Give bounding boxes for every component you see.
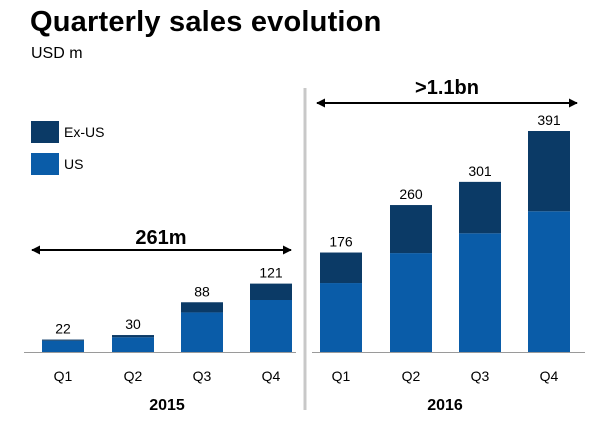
data-label-5: 260 (399, 186, 423, 202)
bar-ex-us-3 (250, 283, 292, 300)
chart-axis: Q1 Q2 Q3 Q4 Q1 Q2 Q3 Q4 2015 2016 (24, 88, 585, 414)
bar-us-3 (250, 300, 292, 352)
bar-ex-us-2 (181, 302, 223, 313)
bar-us-1 (112, 337, 154, 352)
bar-us-0 (42, 340, 84, 352)
x-tick-label-3: Q4 (262, 368, 281, 384)
data-label-6: 301 (468, 163, 492, 179)
chart-legend: Ex-US US (31, 121, 104, 175)
x-tick-label-6: Q3 (471, 368, 490, 384)
chart-bars: 22 30 88 121 176 260 301 391 (42, 112, 570, 352)
x-tick-label-4: Q1 (332, 368, 351, 384)
bar-ex-us-0 (42, 339, 84, 341)
x-tick-label-5: Q2 (402, 368, 421, 384)
bar-us-4 (320, 283, 362, 352)
chart-title: Quarterly sales evolution (30, 6, 382, 38)
chart-subtitle: USD m (31, 45, 83, 62)
bar-us-6 (459, 233, 501, 352)
x-tick-label-2: Q3 (193, 368, 212, 384)
annotation-label-1: >1.1bn (415, 77, 479, 99)
legend-swatch-us (31, 153, 59, 175)
legend-label-ex-us: Ex-US (64, 124, 104, 140)
bar-ex-us-4 (320, 252, 362, 284)
legend-label-us: US (64, 156, 83, 172)
bar-us-2 (181, 312, 223, 352)
bar-ex-us-1 (112, 335, 154, 338)
x-tick-label-7: Q4 (540, 368, 559, 384)
data-label-7: 391 (537, 112, 561, 128)
bar-us-7 (528, 211, 570, 352)
x-tick-label-0: Q1 (54, 368, 73, 384)
annotation-label-0: 261m (135, 227, 186, 249)
bar-ex-us-7 (528, 131, 570, 212)
group-label-2015: 2015 (149, 397, 185, 414)
data-label-1: 30 (125, 316, 141, 332)
bar-ex-us-6 (459, 181, 501, 234)
legend-swatch-ex-us (31, 121, 59, 143)
bar-us-5 (390, 253, 432, 352)
data-label-0: 22 (55, 321, 71, 337)
group-label-2016: 2016 (427, 397, 463, 414)
bar-ex-us-5 (390, 205, 432, 254)
data-label-2: 88 (194, 283, 210, 299)
chart-annotations: 261m >1.1bn (31, 77, 578, 255)
data-label-4: 176 (329, 234, 353, 250)
data-label-3: 121 (259, 265, 283, 281)
x-tick-label-1: Q2 (124, 368, 143, 384)
